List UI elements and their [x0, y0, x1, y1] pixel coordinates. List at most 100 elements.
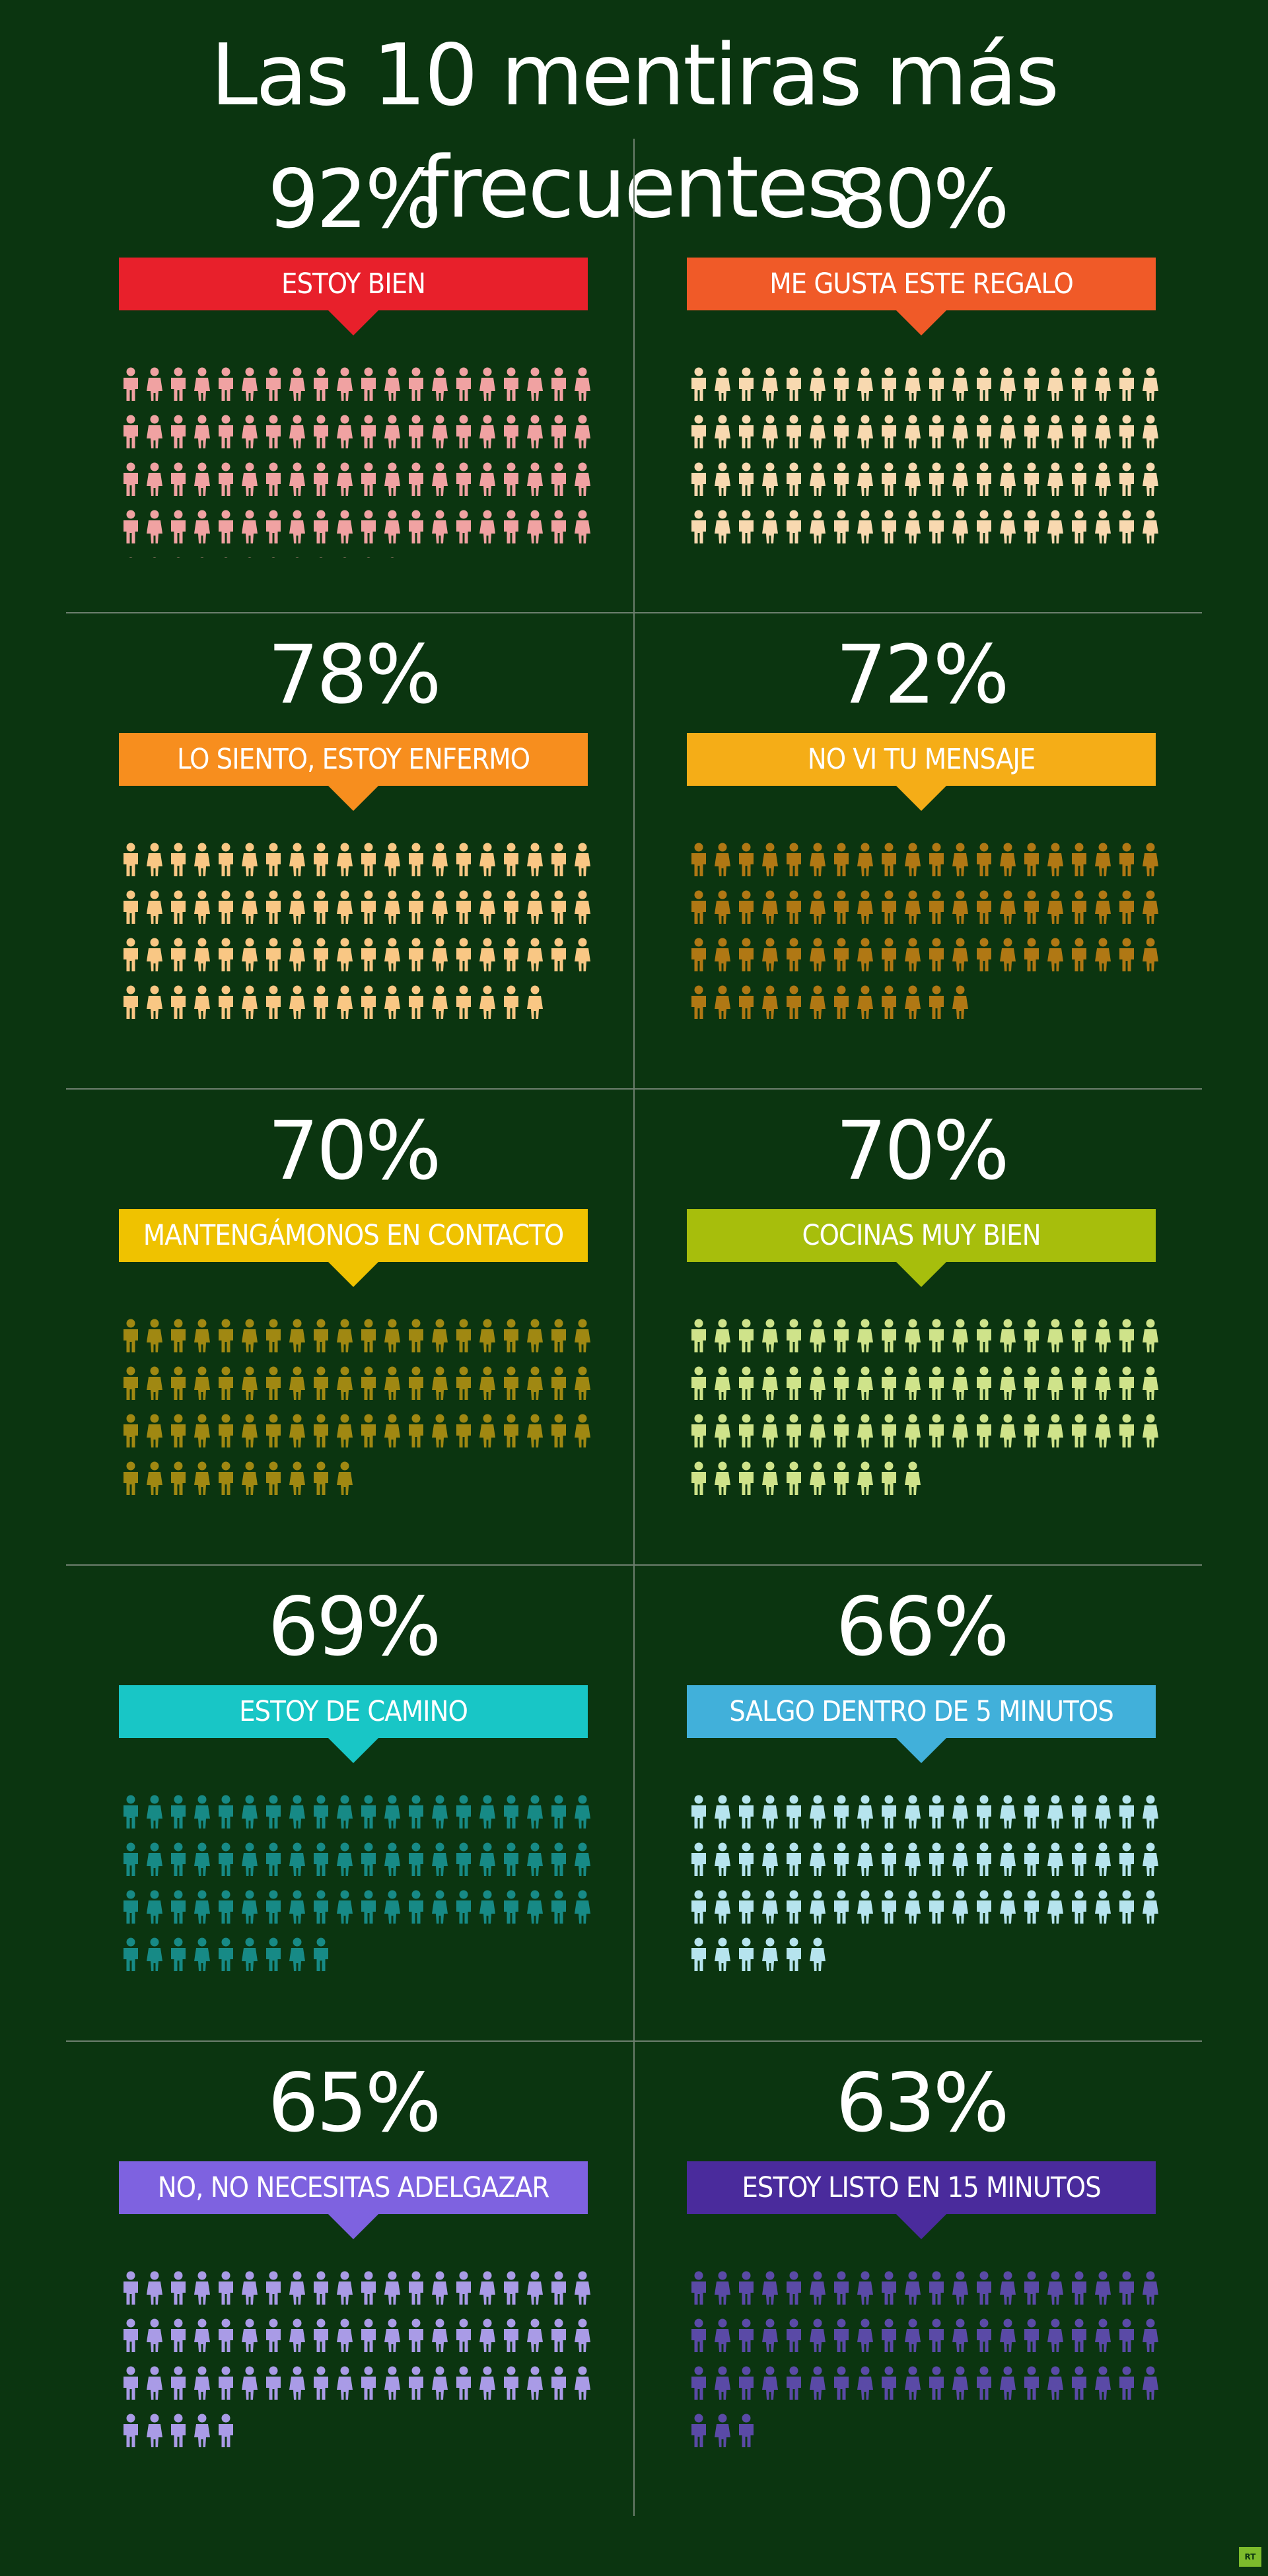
male-person-icon [361, 1319, 376, 1352]
male-person-icon [271, 557, 275, 558]
female-person-icon [432, 1890, 448, 1924]
male-person-icon [882, 1842, 896, 1876]
female-person-icon [242, 1890, 258, 1924]
female-person-icon [194, 415, 210, 448]
male-person-icon [504, 510, 518, 543]
female-person-icon [479, 2271, 495, 2305]
female-person-icon [1047, 2271, 1063, 2305]
female-person-icon [905, 2366, 921, 2400]
percent-value: 65% [267, 2056, 441, 2150]
female-person-icon [762, 1319, 778, 1352]
center-divider [633, 139, 635, 2516]
banner-pointer [895, 784, 948, 811]
male-person-icon [504, 2366, 518, 2400]
female-person-icon [1095, 1842, 1111, 1876]
female-person-icon [762, 938, 778, 971]
female-person-icon [194, 1319, 210, 1352]
male-person-icon [691, 938, 706, 971]
male-person-icon [882, 843, 896, 876]
male-person-icon [361, 1414, 376, 1447]
female-person-icon [343, 557, 347, 558]
male-person-icon [319, 557, 323, 558]
male-person-icon [171, 1937, 186, 1971]
female-person-icon [1095, 938, 1111, 971]
male-person-icon [456, 1319, 471, 1352]
male-person-icon [1119, 1414, 1134, 1447]
female-person-icon [1095, 462, 1111, 496]
male-person-icon [1072, 1366, 1086, 1400]
male-person-icon [171, 415, 186, 448]
lie-label-banner: LO SIENTO, ESTOY ENFERMO [119, 733, 588, 786]
male-person-icon [361, 890, 376, 924]
male-person-icon [551, 1890, 566, 1924]
male-person-icon [691, 415, 706, 448]
male-person-icon [977, 1890, 991, 1924]
female-person-icon [575, 938, 590, 971]
female-person-icon [337, 1795, 353, 1828]
male-person-icon [977, 938, 991, 971]
male-person-icon [219, 510, 233, 543]
female-person-icon [147, 1414, 162, 1447]
female-person-icon [147, 843, 162, 876]
male-person-icon [361, 1842, 376, 1876]
male-person-icon [266, 462, 281, 496]
female-person-icon [289, 843, 305, 876]
female-person-icon [1047, 462, 1063, 496]
people-pictogram-svg [123, 1795, 590, 1971]
female-person-icon [810, 510, 826, 543]
female-person-icon [432, 938, 448, 971]
male-person-icon [787, 510, 801, 543]
male-person-icon [787, 890, 801, 924]
female-person-icon [810, 938, 826, 971]
male-person-icon [219, 462, 233, 496]
female-person-icon [147, 1461, 162, 1495]
people-pictogram-svg [691, 1795, 1158, 1971]
female-person-icon [905, 1461, 921, 1495]
female-person-icon [1095, 367, 1111, 401]
male-person-icon [266, 1461, 281, 1495]
female-person-icon [194, 462, 210, 496]
lie-panel-5: 70% MANTENGÁMONOS EN CONTACTO [66, 1090, 634, 1552]
male-person-icon [1119, 367, 1134, 401]
female-person-icon [289, 1461, 305, 1495]
male-person-icon [456, 1795, 471, 1828]
people-pictogram-svg [123, 367, 590, 558]
male-person-icon [929, 1795, 944, 1828]
male-person-icon [787, 1319, 801, 1352]
male-person-icon [1024, 1319, 1039, 1352]
male-person-icon [691, 2414, 706, 2447]
male-person-icon [929, 938, 944, 971]
female-person-icon [810, 2366, 826, 2400]
people-pictogram [687, 842, 1159, 1033]
male-person-icon [977, 2271, 991, 2305]
female-person-icon [1047, 843, 1063, 876]
male-person-icon [551, 1366, 566, 1400]
male-person-icon [691, 1937, 706, 1971]
female-person-icon [242, 510, 258, 543]
male-person-icon [361, 415, 376, 448]
female-person-icon [147, 890, 162, 924]
male-person-icon [123, 415, 138, 448]
female-person-icon [337, 1414, 353, 1447]
female-person-icon [479, 1795, 495, 1828]
male-person-icon [409, 985, 423, 1019]
male-person-icon [787, 1937, 801, 1971]
male-person-icon [171, 510, 186, 543]
female-person-icon [905, 462, 921, 496]
female-person-icon [1047, 2318, 1063, 2352]
male-person-icon [314, 1319, 328, 1352]
male-person-icon [739, 1937, 754, 1971]
male-person-icon [739, 510, 754, 543]
female-person-icon [905, 1319, 921, 1352]
female-person-icon [527, 1795, 543, 1828]
male-person-icon [691, 462, 706, 496]
female-person-icon [905, 985, 921, 1019]
male-person-icon [171, 2318, 186, 2352]
female-person-icon [479, 1366, 495, 1400]
male-person-icon [219, 2318, 233, 2352]
female-person-icon [1095, 1890, 1111, 1924]
female-person-icon [1000, 462, 1016, 496]
female-person-icon [1000, 843, 1016, 876]
people-pictogram [119, 842, 591, 1033]
female-person-icon [575, 1890, 590, 1924]
